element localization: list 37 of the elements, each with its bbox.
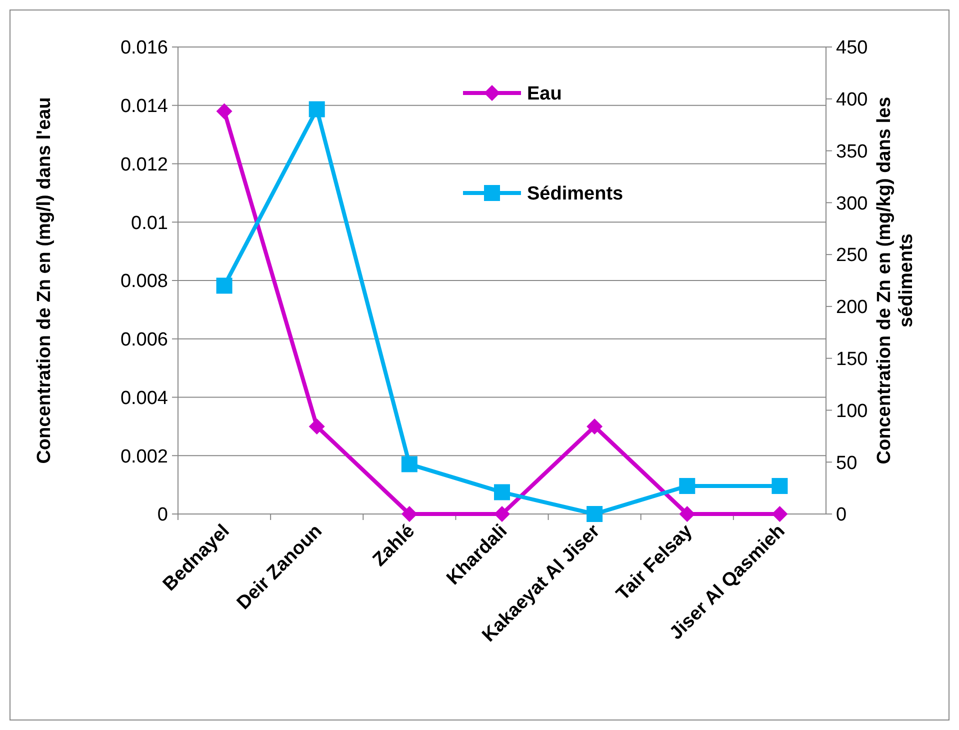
y-tick-label: 0.014 <box>120 96 168 118</box>
point <box>586 506 603 522</box>
y2-tick-label: 0 <box>836 504 847 526</box>
y2-tick-label: 300 <box>836 193 868 214</box>
point <box>679 478 696 494</box>
y-tick-label: 0.016 <box>120 38 168 59</box>
y-tick-label: 0.004 <box>120 388 168 409</box>
legend-label: Eau <box>527 84 562 105</box>
y-tick-label: 0 <box>157 504 168 526</box>
y2-tick-label: 100 <box>836 400 868 422</box>
point <box>216 103 232 120</box>
y-axis-title: Concentration de Zn en (mg/l) dans l'eau <box>34 97 55 464</box>
y2-tick-label: 450 <box>836 38 868 59</box>
point <box>401 506 418 522</box>
point <box>494 484 510 500</box>
point <box>772 478 788 494</box>
point <box>772 506 788 522</box>
y2-tick-label: 400 <box>836 90 868 111</box>
y2-axis-title: Concentration de Zn en (mg/kg) dans les sédiments <box>874 96 917 464</box>
point <box>216 278 232 294</box>
y2-tick-label: 150 <box>836 348 868 370</box>
point <box>679 506 696 522</box>
y-tick-label: 0.008 <box>120 271 168 292</box>
y-tick-label: 0.01 <box>131 212 168 234</box>
y-tick-label: 0.006 <box>120 330 168 351</box>
y-tick-label: 0.002 <box>120 446 168 468</box>
point <box>586 418 603 434</box>
y2-tick-label: 50 <box>836 452 858 474</box>
point <box>308 101 325 118</box>
point <box>401 456 418 472</box>
y-tick-label: 0.012 <box>120 154 168 176</box>
y2-tick-label: 350 <box>836 141 868 162</box>
point <box>308 418 325 434</box>
point <box>494 506 510 522</box>
y2-tick-label: 200 <box>836 297 868 318</box>
legend-label: Sédiments <box>527 184 624 205</box>
y2-tick-label: 250 <box>836 245 868 266</box>
